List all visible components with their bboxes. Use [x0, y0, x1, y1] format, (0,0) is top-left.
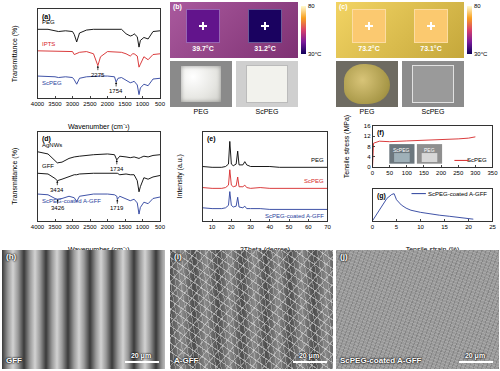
html-text:(j): (j) — [340, 252, 348, 261]
svg-text:20: 20 — [465, 224, 472, 230]
svg-text:1000: 1000 — [136, 224, 150, 230]
svg-text:8: 8 — [367, 144, 371, 150]
svg-text:Transmittance (%): Transmittance (%) — [11, 148, 19, 205]
html-text:ScPEG-coated A-GFF: ScPEG-coated A-GFF — [340, 356, 422, 365]
svg-text:4: 4 — [367, 154, 371, 160]
svg-text:1500: 1500 — [118, 101, 132, 107]
svg-text:10: 10 — [209, 224, 216, 230]
html-text:A-GFF: A-GFF — [174, 356, 199, 365]
svg-text:GFF: GFF — [42, 163, 54, 169]
svg-text:PEG: PEG — [42, 19, 55, 25]
svg-text:16: 16 — [364, 123, 371, 129]
html-text:ScPEG: ScPEG — [255, 108, 279, 115]
svg-text:300: 300 — [470, 170, 481, 176]
svg-text:250: 250 — [453, 170, 464, 176]
svg-text:350: 350 — [487, 170, 498, 176]
svg-text:3000: 3000 — [66, 224, 80, 230]
html-text:73.2°C: 73.2°C — [358, 45, 380, 52]
svg-text:2275: 2275 — [91, 72, 105, 78]
svg-text:3426: 3426 — [51, 205, 65, 211]
svg-text:50: 50 — [386, 170, 393, 176]
svg-text:1734: 1734 — [110, 166, 124, 172]
html-text:80: 80 — [308, 3, 315, 9]
svg-text:(e): (e) — [207, 135, 216, 143]
svg-text:0: 0 — [367, 164, 371, 170]
html-text:GFF: GFF — [6, 356, 22, 365]
svg-text:100: 100 — [402, 170, 413, 176]
html-text:80: 80 — [474, 3, 481, 9]
svg-text:Tensile strain (%): Tensile strain (%) — [406, 246, 460, 254]
svg-text:2000: 2000 — [101, 101, 115, 107]
svg-text:2500: 2500 — [83, 101, 97, 107]
svg-text:60: 60 — [305, 224, 312, 230]
svg-text:0: 0 — [371, 170, 375, 176]
svg-text:2500: 2500 — [83, 224, 97, 230]
svg-text:ScPEG-coated A-GFF: ScPEG-coated A-GFF — [265, 213, 324, 219]
svg-text:15: 15 — [441, 224, 448, 230]
svg-text:1000: 1000 — [136, 101, 150, 107]
html-text:(b): (b) — [173, 3, 182, 10]
svg-text:(f): (f) — [377, 129, 384, 137]
svg-text:Intensity (a.u.): Intensity (a.u.) — [176, 154, 184, 198]
svg-text:1754: 1754 — [109, 88, 123, 94]
svg-text:3434: 3434 — [50, 187, 64, 193]
svg-text:Transmittance (%): Transmittance (%) — [11, 25, 19, 82]
svg-text:Wavenumber (cm⁻¹): Wavenumber (cm⁻¹) — [68, 246, 130, 254]
html-text:(i): (i) — [174, 252, 182, 261]
svg-text:25: 25 — [489, 224, 496, 230]
html-text:ScPEG: ScPEG — [421, 108, 445, 115]
svg-text:2Theta (degree): 2Theta (degree) — [240, 246, 290, 254]
svg-text:0: 0 — [371, 224, 375, 230]
svg-text:Tensile stress (MPa): Tensile stress (MPa) — [343, 115, 351, 178]
svg-text:ScPEG-coated A-GFF: ScPEG-coated A-GFF — [428, 191, 487, 197]
html-text:(h): (h) — [6, 252, 17, 261]
svg-text:ScPEG: ScPEG — [467, 157, 487, 163]
svg-text:IPTS: IPTS — [42, 41, 55, 47]
svg-text:PEG: PEG — [311, 157, 324, 163]
svg-text:3000: 3000 — [66, 101, 80, 107]
svg-text:1500: 1500 — [118, 224, 132, 230]
svg-text:(g): (g) — [377, 192, 386, 200]
svg-text:4000: 4000 — [31, 101, 45, 107]
svg-text:150: 150 — [419, 170, 430, 176]
html-text:39.7°C: 39.7°C — [192, 45, 214, 52]
html-text:73.1°C: 73.1°C — [420, 45, 442, 52]
svg-text:200: 200 — [436, 170, 447, 176]
svg-text:2000: 2000 — [101, 224, 115, 230]
svg-text:500: 500 — [155, 224, 166, 230]
html-text:30°C: 30°C — [308, 51, 322, 57]
svg-text:12: 12 — [364, 133, 371, 139]
svg-text:(d): (d) — [42, 135, 51, 143]
svg-text:Wavenumber (cm⁻¹): Wavenumber (cm⁻¹) — [68, 123, 130, 131]
svg-text:(a): (a) — [42, 13, 51, 21]
svg-text:20: 20 — [228, 224, 235, 230]
html-text:31.2°C: 31.2°C — [254, 45, 276, 52]
svg-text:ScPEG: ScPEG — [393, 147, 410, 153]
html-text:30°C: 30°C — [474, 51, 488, 57]
html-text:PEG: PEG — [359, 108, 375, 115]
svg-text:70: 70 — [324, 224, 331, 230]
svg-text:5: 5 — [395, 224, 399, 230]
svg-text:ScPEG-coated A-GFF: ScPEG-coated A-GFF — [42, 198, 101, 204]
svg-text:PEG: PEG — [424, 147, 435, 153]
svg-text:ScPEG: ScPEG — [304, 178, 324, 184]
html-text:(c): (c) — [339, 3, 348, 10]
svg-text:AgNWs: AgNWs — [42, 142, 62, 148]
svg-text:4000: 4000 — [31, 224, 45, 230]
html-text:PEG: PEG — [193, 108, 209, 115]
svg-text:ScPEG: ScPEG — [42, 80, 62, 86]
svg-text:10: 10 — [417, 224, 424, 230]
svg-text:1719: 1719 — [110, 205, 124, 211]
html-text:20 μm: 20 μm — [298, 352, 320, 359]
svg-text:3500: 3500 — [48, 101, 62, 107]
svg-text:30: 30 — [247, 224, 254, 230]
svg-text:3500: 3500 — [48, 224, 62, 230]
svg-text:500: 500 — [155, 101, 166, 107]
svg-text:50: 50 — [286, 224, 293, 230]
html-text:20 μm: 20 μm — [130, 352, 152, 359]
svg-text:40: 40 — [266, 224, 273, 230]
html-text:20 μm: 20 μm — [464, 352, 486, 359]
